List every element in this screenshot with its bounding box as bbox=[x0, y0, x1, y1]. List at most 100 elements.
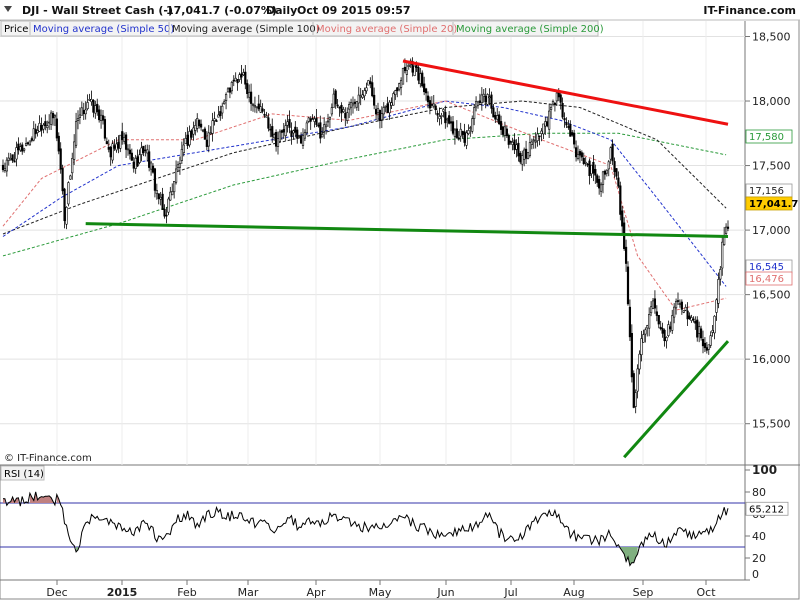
candle-body bbox=[715, 299, 718, 313]
candle-body bbox=[80, 107, 83, 116]
candle bbox=[249, 83, 253, 111]
legend-ma200[interactable]: Moving average (Simple 200) bbox=[456, 24, 604, 35]
candle-body bbox=[571, 132, 574, 136]
candle-body bbox=[621, 210, 624, 227]
candle bbox=[299, 132, 303, 144]
candle bbox=[394, 89, 397, 100]
candle bbox=[19, 142, 22, 152]
candle-body bbox=[536, 133, 539, 141]
candle bbox=[551, 99, 555, 107]
candle-body bbox=[559, 94, 562, 103]
candle bbox=[615, 167, 618, 180]
candle-body bbox=[565, 122, 568, 126]
candle-body bbox=[574, 147, 578, 158]
candle-body bbox=[261, 108, 264, 112]
candle bbox=[223, 99, 226, 105]
candle bbox=[646, 324, 649, 337]
candle-body bbox=[351, 102, 355, 106]
candle bbox=[657, 314, 660, 329]
legend-price[interactable]: Price bbox=[4, 24, 28, 35]
candle bbox=[232, 75, 235, 87]
candle-body bbox=[596, 175, 599, 183]
chart-menu-icon[interactable] bbox=[4, 6, 12, 12]
candle-body bbox=[90, 99, 93, 103]
candle bbox=[294, 121, 297, 138]
candle bbox=[11, 154, 14, 163]
candle bbox=[357, 86, 360, 111]
candle-body bbox=[173, 181, 176, 193]
candle bbox=[434, 104, 437, 115]
legend-rsi[interactable]: RSI (14) bbox=[4, 469, 44, 480]
candle bbox=[324, 121, 328, 135]
candle-body bbox=[163, 208, 166, 217]
candle-body bbox=[507, 135, 510, 145]
candle bbox=[76, 110, 80, 130]
candle-body bbox=[563, 118, 566, 121]
candle bbox=[526, 151, 530, 160]
candle bbox=[221, 102, 224, 119]
candle bbox=[423, 76, 426, 96]
candle-body bbox=[271, 126, 274, 137]
candle-body bbox=[661, 328, 664, 334]
candle-body bbox=[1, 164, 5, 171]
candle-body bbox=[674, 300, 678, 309]
candle bbox=[651, 298, 655, 310]
candle bbox=[338, 106, 341, 117]
candle-body bbox=[605, 169, 608, 174]
candle-body bbox=[78, 114, 82, 118]
candle bbox=[592, 154, 595, 182]
candle-body bbox=[153, 168, 157, 191]
candle-body bbox=[180, 149, 183, 161]
candle bbox=[507, 133, 510, 149]
candle-body bbox=[199, 123, 203, 128]
candle-body bbox=[403, 66, 407, 71]
candle-body bbox=[382, 107, 385, 115]
candle-body bbox=[499, 121, 503, 130]
candle bbox=[276, 131, 280, 155]
candle bbox=[278, 129, 282, 142]
candle bbox=[386, 96, 389, 114]
candle-body bbox=[663, 329, 666, 342]
candle-body bbox=[9, 157, 12, 160]
legend-ma100[interactable]: Moving average (Simple 100) bbox=[172, 24, 320, 35]
candle bbox=[219, 105, 222, 121]
candle-body bbox=[367, 80, 370, 86]
candle-body bbox=[688, 315, 691, 320]
candle-body bbox=[88, 99, 91, 101]
candle bbox=[313, 115, 316, 128]
candle-body bbox=[44, 121, 47, 126]
candle bbox=[84, 101, 87, 120]
candle bbox=[286, 115, 289, 133]
candle bbox=[67, 181, 70, 207]
candle-body bbox=[124, 134, 128, 150]
candle bbox=[236, 78, 239, 91]
candle-body bbox=[651, 300, 655, 309]
candle bbox=[473, 104, 476, 126]
candle-body bbox=[144, 149, 147, 152]
candle bbox=[196, 113, 199, 133]
legend-ma50[interactable]: Moving average (Simple 50) bbox=[33, 24, 174, 35]
candle bbox=[296, 127, 299, 144]
candle-body bbox=[149, 162, 153, 170]
candle bbox=[698, 321, 701, 343]
candle-body bbox=[544, 121, 547, 127]
candle-body bbox=[342, 109, 345, 112]
candle-body bbox=[474, 101, 478, 108]
candle-body bbox=[378, 110, 382, 122]
candle-body bbox=[234, 77, 237, 82]
last-quote: 17,041.7 (-0.07%) bbox=[166, 4, 277, 17]
legend-ma20[interactable]: Moving average (Simple 20) bbox=[316, 24, 457, 35]
candle bbox=[198, 119, 201, 129]
candle bbox=[82, 102, 85, 120]
candle-body bbox=[84, 109, 87, 115]
candle bbox=[453, 128, 457, 145]
candle bbox=[721, 235, 724, 276]
candle bbox=[78, 107, 82, 125]
candle-body bbox=[438, 116, 441, 120]
candle-body bbox=[717, 279, 720, 304]
candle-body bbox=[498, 114, 501, 125]
candle bbox=[569, 120, 572, 137]
candle bbox=[674, 298, 678, 315]
candle-body bbox=[265, 115, 268, 118]
candle-body bbox=[49, 112, 53, 125]
